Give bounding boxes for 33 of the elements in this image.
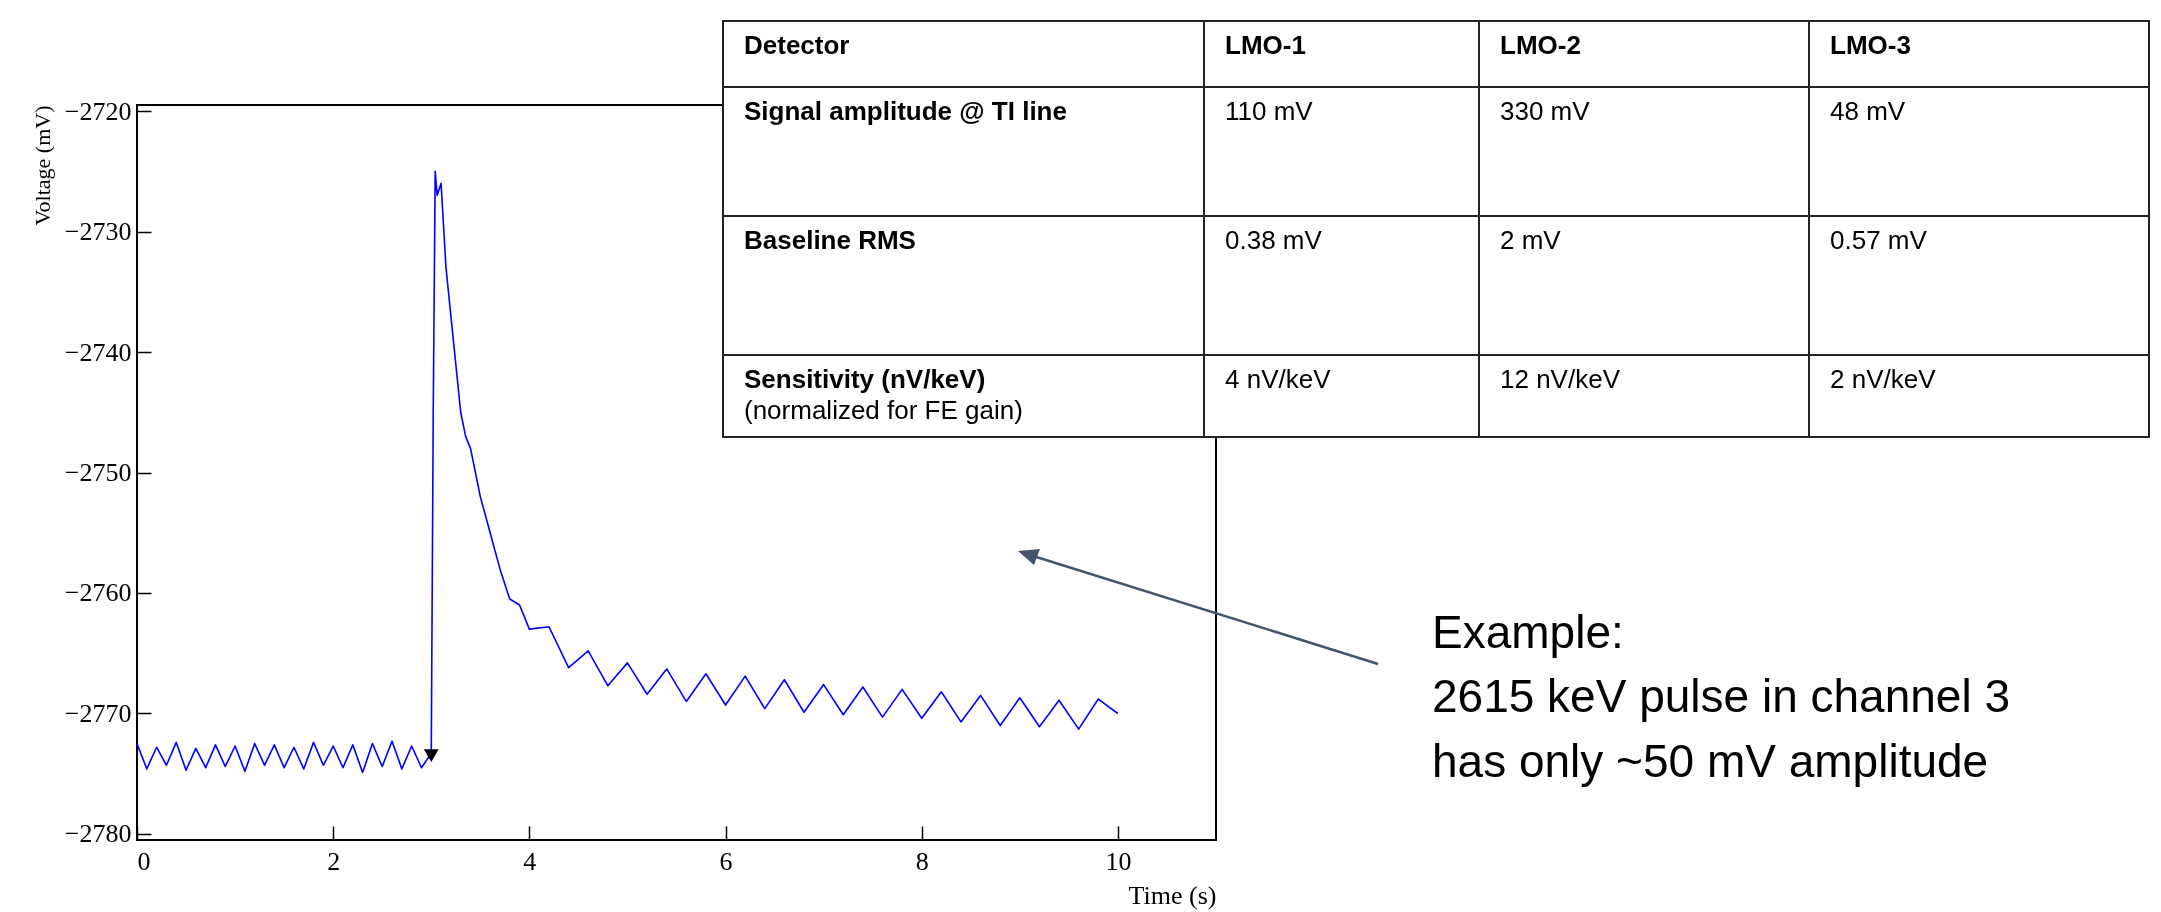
y-tick-label: −2740: [64, 337, 132, 367]
y-tick-label: −2750: [64, 458, 132, 487]
annotation: Signal amplitude @ TI line: [744, 96, 1068, 128]
x-tick-label: 0: [137, 846, 151, 876]
text: 0.57 mV: [1830, 225, 1928, 257]
text: 48 mV: [1830, 96, 1907, 128]
x-tick-label: 4: [523, 846, 537, 876]
text: LMO-2: [1500, 30, 1582, 62]
y-tick-label: −2760: [64, 578, 132, 608]
text: Detector: [744, 30, 851, 62]
x-tick-label: 8: [915, 846, 929, 876]
text: 330 mV: [1500, 96, 1591, 128]
x-tick-label: 10: [1105, 846, 1132, 876]
annotation: Sensitivity (nV/keV) (normalized for FE gain): [744, 364, 1024, 427]
y-tick-label: −2770: [64, 698, 132, 728]
text: 4 nV/keV: [1225, 364, 1332, 396]
text: 0.38 mV: [1225, 225, 1323, 257]
line-series: [136, 170, 1119, 774]
text: LMO-3: [1830, 30, 1912, 62]
y-tick-label: −2730: [64, 217, 132, 247]
x-tick-label: 6: [719, 846, 733, 876]
x-tick-label: 2: [327, 846, 341, 876]
annotation: Baseline RMS: [744, 225, 917, 257]
text: LMO-1: [1225, 30, 1307, 62]
text: 2 mV: [1500, 225, 1562, 257]
y-axis-title: Voltage (mV): [29, 105, 55, 226]
text: 110 mV: [1225, 96, 1314, 128]
text: 12 nV/keV: [1500, 364, 1621, 396]
text: 2 nV/keV: [1830, 364, 1937, 396]
y-tick-label: −2780: [64, 819, 132, 849]
x-axis-title: Time (s): [1128, 880, 1217, 910]
y-tick-label: −2720: [64, 96, 132, 126]
text: Example: 2615 keV pulse in channel 3 has only ~50 mV amplitude: [1432, 605, 2010, 789]
